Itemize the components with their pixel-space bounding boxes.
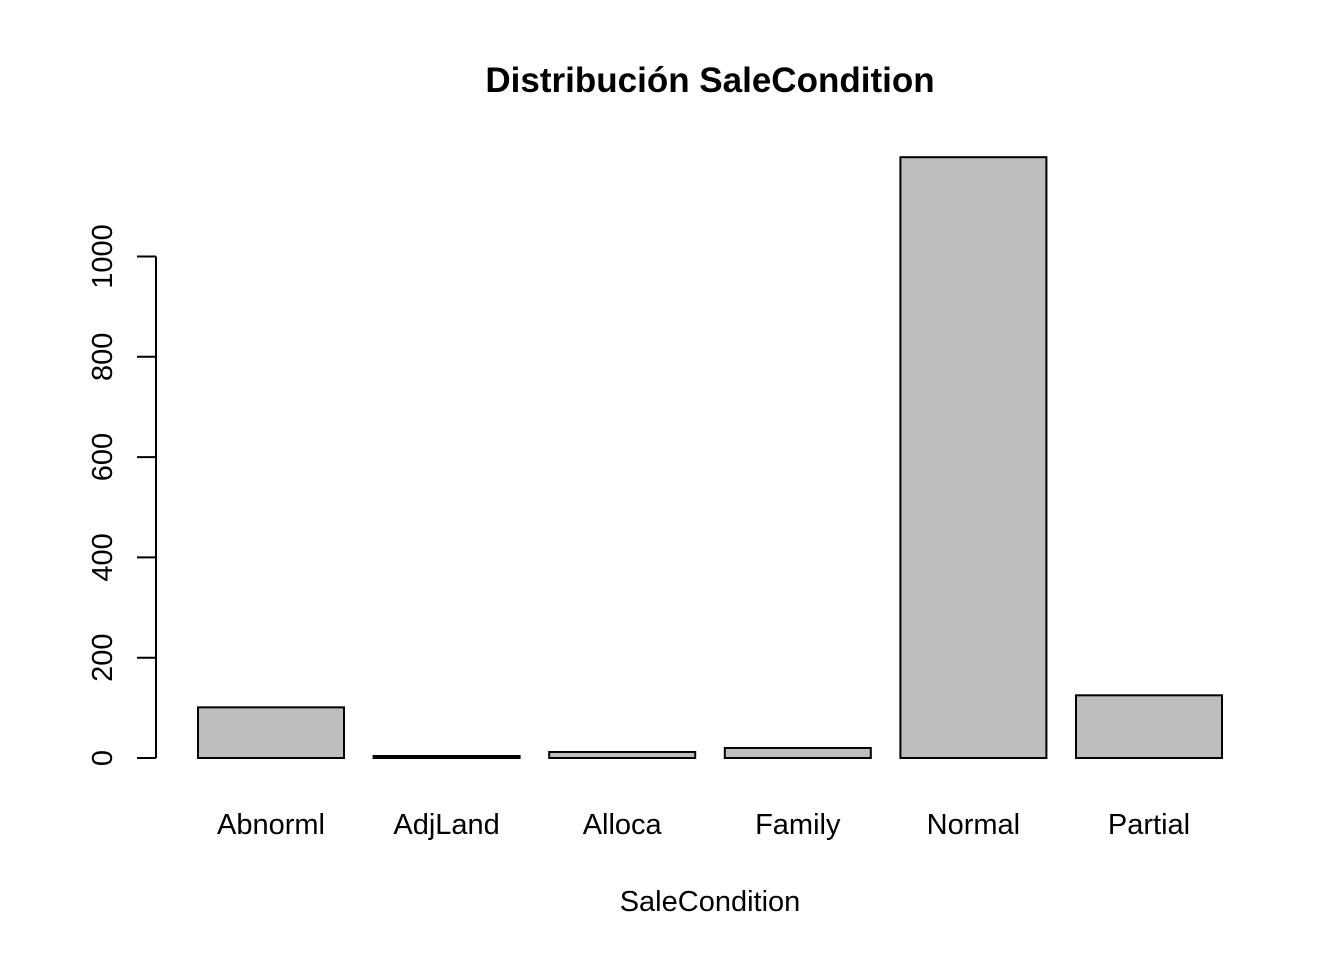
x-axis-labels: Abnorml AdjLand Alloca Family Normal Partial	[217, 809, 1190, 841]
x-tick-label: AdjLand	[393, 809, 499, 841]
y-tick-label: 0	[87, 750, 119, 766]
y-axis: 0 200 400 600 800 1000	[87, 224, 157, 766]
y-tick-label: 800	[87, 333, 119, 381]
x-tick-label: Partial	[1108, 809, 1190, 841]
x-tick-label: Abnorml	[217, 809, 325, 841]
y-tick-label: 400	[87, 533, 119, 581]
bars-group	[197, 156, 1223, 760]
bar-partial	[1075, 694, 1223, 759]
bar-normal	[899, 156, 1048, 759]
x-tick-label: Family	[755, 809, 841, 841]
bar-abnorml	[197, 706, 345, 760]
bar-alloca	[548, 750, 697, 759]
y-tick-label: 200	[87, 634, 119, 682]
x-tick-label: Alloca	[583, 809, 663, 841]
chart-title: Distribución SaleCondition	[485, 61, 934, 100]
x-axis-label: SaleCondition	[620, 886, 801, 918]
bar-adjland	[372, 754, 521, 760]
bar-family	[723, 746, 872, 759]
x-tick-label: Normal	[927, 809, 1020, 841]
y-tick-label: 600	[87, 433, 119, 481]
y-tick-label: 1000	[87, 224, 119, 289]
